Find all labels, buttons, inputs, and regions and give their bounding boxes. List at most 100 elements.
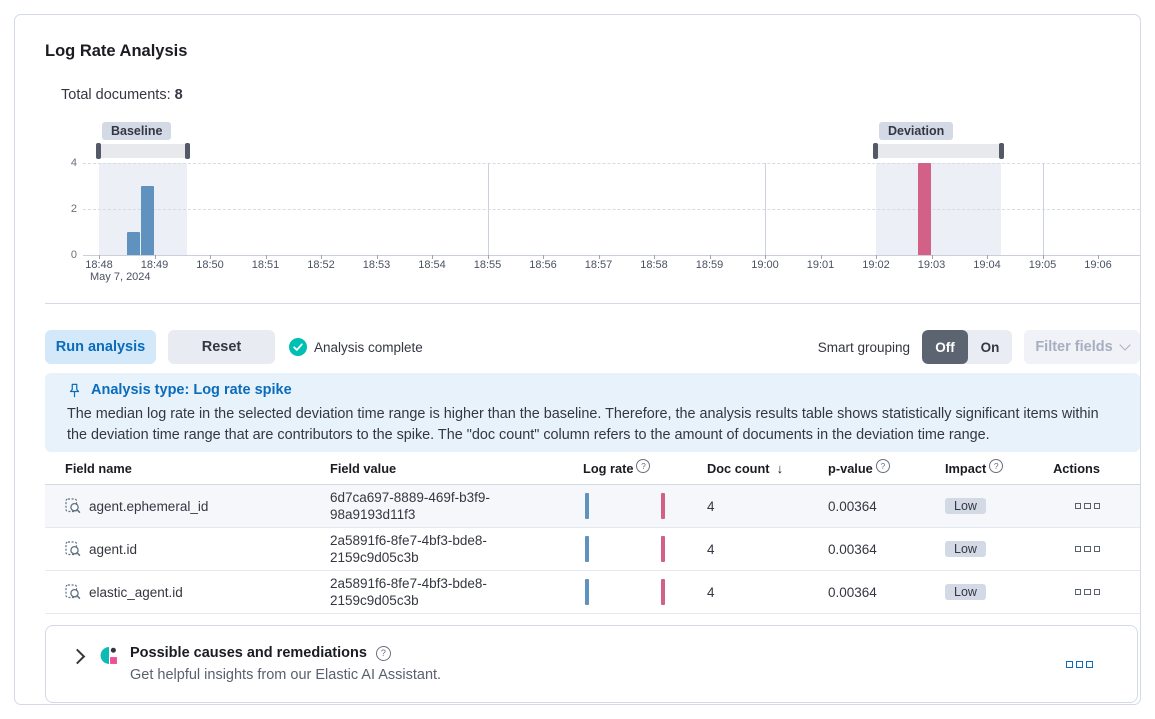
analysis-status-label: Analysis complete [314, 339, 423, 355]
run-analysis-button[interactable]: Run analysis [45, 330, 156, 364]
doc-count-value: 4 [707, 541, 715, 557]
row-actions-icon[interactable] [1074, 588, 1100, 596]
row-actions-icon[interactable] [1074, 502, 1100, 510]
help-icon[interactable]: ? [375, 645, 391, 661]
baseline-documents-bar [126, 232, 140, 255]
y-tick-label: 2 [70, 203, 77, 215]
field-value: 6d7ca697-8889-469f-b3f9-98a9193d11f3 [330, 490, 490, 522]
magnify-dashed-icon[interactable] [65, 498, 81, 514]
x-tickmark [210, 255, 211, 259]
chevron-right-icon[interactable] [69, 648, 86, 665]
x-tickmark [876, 255, 877, 259]
column-header-field-name: Field name [65, 461, 330, 484]
table-row[interactable]: elastic_agent.id 2a5891f6-8fe7-4bf3-bde8… [45, 571, 1140, 614]
x-axis-date-label: May 7, 2024 [90, 271, 151, 283]
impact-badge: Low [945, 541, 986, 557]
magnify-dashed-icon[interactable] [65, 541, 81, 557]
baseline-documents-bar [140, 186, 154, 255]
deviation-documents-bar [917, 163, 931, 255]
x-tick-label: 18:57 [584, 259, 613, 271]
x-tickmark [432, 255, 433, 259]
doc-count-value: 4 [707, 498, 715, 514]
column-header-label: Doc count [707, 461, 770, 476]
brush-handle-left[interactable] [96, 143, 101, 159]
gridline-x [487, 163, 489, 259]
sparkline-deviation-bar [661, 536, 665, 562]
sparkline-baseline-bar [585, 493, 589, 519]
x-tick-label: 18:59 [695, 259, 724, 271]
column-header-p-value[interactable]: p-value? [828, 458, 945, 484]
column-header-log-rate[interactable]: Log rate? [583, 458, 707, 484]
x-tick-label: 19:03 [917, 259, 946, 271]
deviation-brush[interactable] [873, 143, 1004, 159]
gridline-x [765, 163, 766, 259]
page-title: Log Rate Analysis [45, 42, 188, 60]
x-tickmark [1098, 255, 1099, 259]
info-icon[interactable]: ? [636, 458, 651, 473]
sort-desc-icon[interactable]: ↓ [776, 461, 784, 476]
x-tick-label: 18:55 [473, 259, 502, 271]
analysis-controls-row: Run analysis Reset Analysis complete Sma… [45, 329, 1140, 365]
x-tickmark [654, 255, 655, 259]
filter-fields-button[interactable]: Filter fields [1024, 330, 1140, 364]
possible-causes-panel[interactable]: Possible causes and remediations ? Get h… [45, 625, 1138, 703]
y-tick-label: 0 [70, 249, 77, 261]
x-tick-label: 18:52 [307, 259, 335, 271]
baseline-brush[interactable] [96, 143, 190, 159]
x-tickmark [376, 255, 378, 259]
panel-actions-icon[interactable] [1066, 660, 1093, 668]
column-header-impact[interactable]: Impact? [945, 458, 1045, 484]
x-tick-label: 19:04 [973, 259, 1001, 271]
horizontal-divider [45, 303, 1140, 304]
x-tickmark [487, 255, 489, 259]
x-tick-label: 19:01 [806, 259, 835, 271]
x-tick-label: 18:50 [196, 259, 224, 271]
column-header-label: Field value [330, 461, 397, 476]
reset-button[interactable]: Reset [168, 330, 275, 364]
log-rate-sparkline [583, 534, 673, 564]
field-name: agent.id [89, 541, 138, 557]
brush-handle-right[interactable] [184, 143, 190, 159]
callout-body: The median log rate in the selected devi… [67, 406, 1099, 443]
gridline-y-4 [83, 163, 1140, 164]
brush-handle-left[interactable] [873, 143, 878, 159]
x-tick-label: 19:00 [751, 259, 779, 271]
x-tick-label: 18:56 [529, 259, 557, 271]
row-actions-icon[interactable] [1074, 545, 1100, 553]
magnify-dashed-icon[interactable] [65, 584, 81, 600]
p-value: 0.00364 [828, 498, 877, 514]
x-tick-label: 18:51 [251, 259, 280, 271]
field-value: 2a5891f6-8fe7-4bf3-bde8-2159c9d05c3b [330, 533, 487, 565]
pin-icon [69, 383, 80, 397]
x-tick-label: 18:53 [362, 259, 391, 271]
filter-fields-label: Filter fields [1035, 339, 1113, 355]
x-tick-label: 19:05 [1028, 259, 1057, 271]
smart-grouping-off-button[interactable]: Off [922, 330, 968, 364]
analysis-status: Analysis complete [289, 338, 423, 356]
chevron-down-icon [1119, 339, 1131, 351]
column-header-label: p-value [828, 461, 873, 476]
column-header-doc-count[interactable]: Doc count ↓ [707, 461, 828, 484]
table-row[interactable]: agent.ephemeral_id 6d7ca697-8889-469f-b3… [45, 485, 1140, 528]
analysis-type-callout: Analysis type: Log rate spike The median… [45, 373, 1140, 452]
info-icon[interactable]: ? [989, 458, 1004, 473]
total-documents-label: Total documents: [61, 87, 171, 103]
analysis-results-table: Field name Field value Log rate? Doc count ↓… [45, 452, 1140, 614]
elastic-ai-assistant-icon [100, 647, 117, 664]
smart-grouping-on-button[interactable]: On [968, 330, 1012, 364]
table-row[interactable]: agent.id 2a5891f6-8fe7-4bf3-bde8-2159c9d… [45, 528, 1140, 571]
y-tick-label: 4 [70, 157, 77, 169]
log-rate-sparkline [583, 491, 673, 521]
p-value: 0.00364 [828, 584, 877, 600]
info-icon[interactable]: ? [875, 458, 890, 473]
document-count-chart[interactable]: 0 2 4 18:48 18:49 18:50 18:51 18:52 18:53 18:54 18… [45, 119, 1140, 287]
brush-handle-right[interactable] [998, 143, 1004, 159]
column-header-label: Impact [945, 461, 987, 476]
x-tickmark [1042, 255, 1044, 259]
possible-causes-title: Possible causes and remediations [130, 645, 367, 661]
x-tick-label: 19:06 [1084, 259, 1112, 271]
x-tickmark [987, 255, 988, 259]
x-tickmark [265, 255, 267, 259]
check-circle-icon [289, 338, 307, 356]
baseline-badge: Baseline [102, 122, 172, 140]
